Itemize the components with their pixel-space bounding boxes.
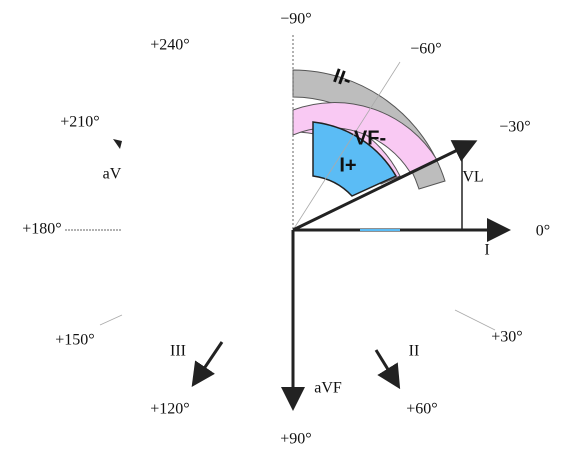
angle-label: −90° <box>280 11 311 28</box>
vector-arrow <box>292 140 478 232</box>
angle-label: +240° <box>150 37 189 54</box>
axis-minus-60 <box>292 61 401 231</box>
lead-iii-arrow <box>191 341 224 387</box>
lead-label: aV <box>103 166 122 183</box>
sector-i-pos <box>312 121 398 197</box>
small-arrowhead <box>113 139 122 149</box>
axis-150 <box>99 314 123 326</box>
angle-label: +120° <box>150 401 189 418</box>
lead-label: aVF <box>314 380 342 397</box>
angle-label: −60° <box>410 41 441 58</box>
angle-label: +90° <box>280 431 311 448</box>
angle-label: +30° <box>491 329 522 346</box>
lead-label: I <box>484 242 489 259</box>
lead-ii-arrow <box>374 349 401 390</box>
axis-30 <box>454 309 496 331</box>
angle-label: −30° <box>499 119 530 136</box>
angle-label: +210° <box>60 114 99 131</box>
lead-label: III <box>170 343 186 360</box>
angle-label: 0° <box>536 223 550 240</box>
angle-label: +150° <box>55 332 94 349</box>
lead-label: VL <box>462 169 483 186</box>
sector-label: VF- <box>354 127 386 149</box>
sector-label: I+ <box>339 154 356 176</box>
angle-label: +60° <box>406 401 437 418</box>
angle-label: +180° <box>22 221 61 238</box>
lead-label: II <box>409 343 420 360</box>
